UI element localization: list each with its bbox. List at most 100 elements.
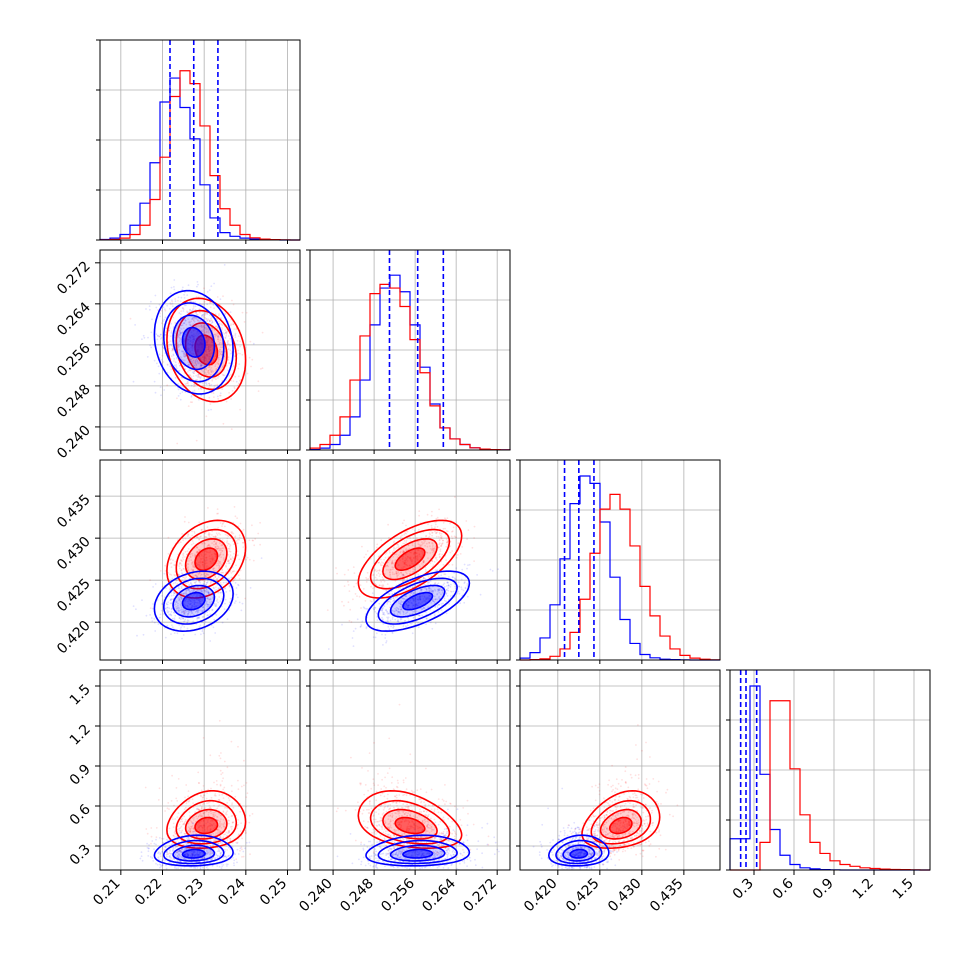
sample-point bbox=[216, 395, 219, 398]
sample-point bbox=[199, 366, 201, 368]
sample-point bbox=[196, 536, 199, 539]
sample-point bbox=[440, 609, 443, 611]
sample-point bbox=[238, 363, 241, 365]
sample-point bbox=[217, 562, 220, 565]
sample-point bbox=[177, 812, 180, 814]
sample-point bbox=[170, 332, 173, 334]
panel-frame-3-3 bbox=[729, 669, 931, 871]
sample-point bbox=[207, 591, 210, 594]
sample-point bbox=[197, 617, 200, 620]
sample-point bbox=[390, 625, 392, 628]
sample-point bbox=[217, 591, 220, 594]
sample-point bbox=[198, 548, 200, 551]
sample-point bbox=[183, 620, 186, 623]
sample-point bbox=[261, 367, 264, 370]
sample-point bbox=[191, 552, 194, 555]
sample-point bbox=[365, 553, 367, 556]
sample-point bbox=[167, 802, 170, 804]
sample-point bbox=[199, 574, 202, 577]
sample-point bbox=[190, 563, 193, 565]
sample-point bbox=[180, 569, 183, 571]
sample-point bbox=[385, 609, 388, 611]
sample-point bbox=[193, 383, 195, 386]
sample-point bbox=[228, 609, 231, 611]
sample-point bbox=[229, 544, 232, 546]
sample-point bbox=[347, 580, 349, 583]
sample-point bbox=[214, 536, 217, 539]
sample-point bbox=[158, 303, 161, 306]
sample-point bbox=[409, 537, 412, 539]
sample-point bbox=[181, 288, 184, 291]
sample-point bbox=[396, 543, 399, 546]
sample-point bbox=[374, 610, 377, 613]
sample-point bbox=[217, 601, 220, 604]
sample-point bbox=[182, 322, 185, 325]
sample-point bbox=[392, 626, 395, 629]
sample-point bbox=[193, 589, 196, 591]
sample-point bbox=[166, 304, 169, 307]
sample-point bbox=[213, 540, 215, 543]
sample-point bbox=[228, 819, 230, 822]
sample-point bbox=[218, 351, 221, 354]
sample-point bbox=[191, 357, 194, 360]
sample-point bbox=[430, 526, 433, 529]
sample-point bbox=[192, 360, 195, 362]
sample-point bbox=[166, 606, 168, 609]
sample-point bbox=[214, 570, 217, 572]
sample-point bbox=[169, 558, 172, 561]
sample-point bbox=[462, 589, 465, 592]
sample-point bbox=[242, 528, 245, 531]
sample-point bbox=[201, 326, 204, 329]
sample-point bbox=[205, 415, 208, 418]
sample-point bbox=[189, 375, 192, 377]
sample-point bbox=[448, 603, 450, 605]
sample-point bbox=[204, 589, 206, 592]
sample-point bbox=[228, 362, 231, 365]
sample-point bbox=[170, 614, 173, 617]
sample-point bbox=[163, 318, 166, 321]
sample-point bbox=[230, 373, 233, 376]
sample-point bbox=[170, 633, 172, 635]
sample-point bbox=[129, 317, 132, 320]
sample-point bbox=[190, 568, 193, 571]
sample-point bbox=[165, 331, 167, 334]
sample-point bbox=[189, 358, 192, 361]
sample-point bbox=[179, 599, 181, 602]
sample-point bbox=[166, 363, 169, 366]
sample-point bbox=[191, 360, 193, 363]
sample-point bbox=[161, 603, 164, 605]
sample-point bbox=[192, 316, 195, 318]
sample-point bbox=[180, 569, 183, 572]
sample-point bbox=[193, 363, 195, 365]
panel-2-1 bbox=[310, 460, 510, 660]
sample-point bbox=[199, 589, 202, 591]
sample-point bbox=[152, 603, 155, 605]
sample-point bbox=[425, 570, 427, 573]
sample-point bbox=[201, 610, 204, 613]
sample-point bbox=[187, 610, 189, 613]
sample-point bbox=[203, 327, 206, 330]
sample-point bbox=[401, 534, 403, 537]
sample-point bbox=[170, 368, 173, 371]
sample-point bbox=[155, 827, 158, 829]
sample-point bbox=[199, 572, 201, 574]
sample-point bbox=[458, 585, 460, 588]
sample-point bbox=[459, 602, 462, 605]
sample-point bbox=[182, 609, 185, 612]
sample-point bbox=[215, 604, 218, 607]
sample-point bbox=[239, 408, 242, 411]
sample-point bbox=[173, 564, 175, 566]
sample-point bbox=[233, 570, 236, 572]
sample-point bbox=[214, 589, 217, 592]
sample-point bbox=[418, 528, 420, 531]
sample-point bbox=[176, 442, 179, 445]
sample-point bbox=[206, 590, 209, 593]
sample-point bbox=[187, 284, 190, 287]
sample-point bbox=[184, 618, 187, 621]
sample-point bbox=[193, 566, 196, 569]
sample-point bbox=[182, 307, 184, 310]
sample-point bbox=[183, 612, 186, 615]
sample-point bbox=[195, 363, 198, 366]
sample-point bbox=[241, 856, 243, 858]
sample-point bbox=[195, 326, 198, 328]
